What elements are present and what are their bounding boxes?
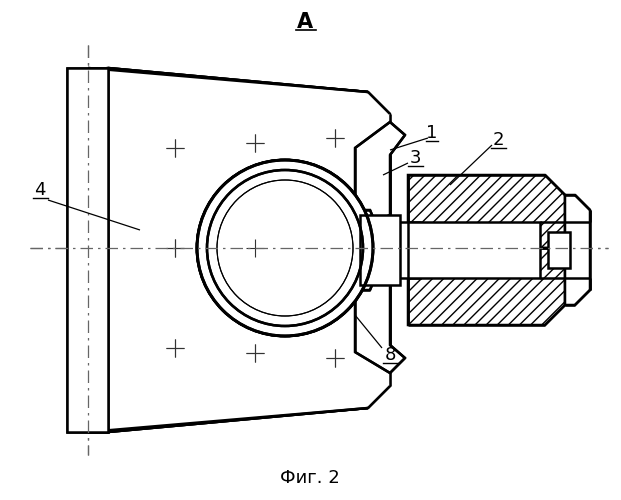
- Circle shape: [197, 160, 373, 336]
- Polygon shape: [67, 68, 108, 432]
- Polygon shape: [408, 248, 565, 325]
- Polygon shape: [355, 278, 405, 373]
- Text: 3: 3: [409, 149, 421, 167]
- Polygon shape: [408, 222, 540, 278]
- Text: 2: 2: [492, 131, 504, 149]
- Polygon shape: [67, 68, 108, 432]
- Text: А: А: [297, 12, 313, 32]
- Polygon shape: [355, 122, 405, 222]
- Polygon shape: [565, 195, 590, 305]
- Polygon shape: [355, 222, 420, 278]
- Circle shape: [198, 161, 372, 335]
- Text: 8: 8: [384, 346, 396, 364]
- Polygon shape: [408, 175, 565, 248]
- Polygon shape: [108, 68, 390, 432]
- Polygon shape: [548, 232, 570, 268]
- Polygon shape: [108, 68, 390, 432]
- Text: Фиг. 2: Фиг. 2: [280, 469, 340, 487]
- Text: 4: 4: [34, 181, 46, 199]
- Polygon shape: [360, 215, 400, 285]
- Text: 1: 1: [426, 124, 438, 142]
